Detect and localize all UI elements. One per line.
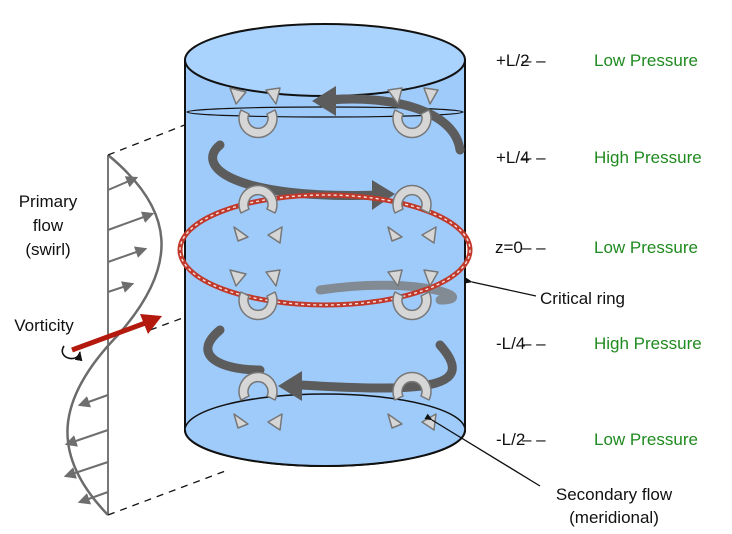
pressure-label: Low Pressure [594,430,698,449]
critical-ring [177,192,473,308]
swirl-upper-back-head [312,86,336,116]
vortex-icon [233,184,283,244]
cylinder-top [184,23,466,97]
secondary-flow-label: (meridional) [569,508,659,527]
cylinder [184,23,466,467]
vortex-icon [229,87,281,139]
profile-arrow [107,176,139,191]
pressure-label: High Pressure [594,334,702,353]
swirl-bottom-head [278,371,302,401]
dash-separator: – – [522,430,546,449]
vorticity-arrow [61,314,162,362]
swirl-upper-front-head [372,180,395,210]
swirl-arrows [203,86,465,401]
profile-arrow [77,491,109,505]
profile-arrows [63,176,155,505]
profile-arrow [77,394,109,408]
dash-separator: – – [522,334,546,353]
profile-arrow [107,281,135,293]
profile-arrow [107,246,148,263]
projection-line-bottom [107,469,229,516]
cylinder-bottom-front-edge [184,429,466,467]
level-label: -L/4 [496,334,525,353]
profile-arrow [107,211,155,231]
vorticity-label: Vorticity [14,316,74,335]
profile-arrow [63,461,109,479]
vortex-icon [229,269,281,321]
vorticity-rotation-icon [61,345,83,362]
primary-flow-label: (swirl) [25,240,70,259]
secondary-flow-label: Secondary flow [556,485,673,504]
primary-flow-label: flow [33,216,64,235]
swirl-lower-front [203,325,265,375]
critical-ring-label: Critical ring [540,289,625,308]
level-label: -L/2 [496,430,525,449]
vortex-icon [233,371,283,431]
profile-arrow [64,429,109,447]
vortex-icon [387,269,439,321]
swirl-upper-back [325,94,465,155]
secondary-flow-leader [424,413,541,487]
level-label: z=0 [495,238,523,257]
dash-separator: – – [522,51,546,70]
level-label: +L/4 [496,148,530,167]
pressure-label: High Pressure [594,148,702,167]
dash-separator: – – [522,148,546,167]
level-label: +L/2 [496,51,530,70]
dash-separator: – – [522,238,546,257]
vortex-icon [387,87,439,139]
primary-flow-label: Primary [19,192,78,211]
pressure-label: Low Pressure [594,238,698,257]
critical-ring-leader [464,277,537,297]
secondary-flow-vortices [229,87,439,431]
pressure-label: Low Pressure [594,51,698,70]
vortex-icon [387,184,437,244]
